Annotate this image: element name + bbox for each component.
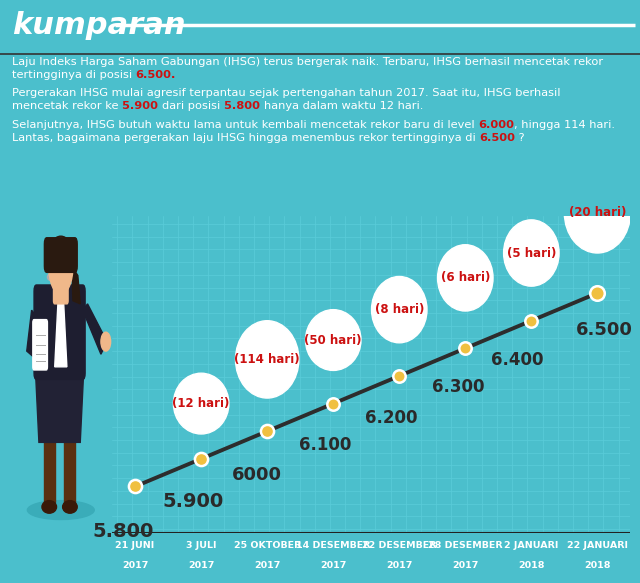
Ellipse shape	[49, 238, 73, 294]
Text: 6.500: 6.500	[575, 321, 632, 339]
Text: 2017: 2017	[122, 561, 148, 570]
Polygon shape	[65, 442, 76, 502]
Text: 21 JUNI: 21 JUNI	[115, 541, 155, 550]
Text: 14 DESEMBER: 14 DESEMBER	[296, 541, 371, 550]
Ellipse shape	[372, 276, 427, 343]
Ellipse shape	[173, 373, 229, 434]
Text: 5.900: 5.900	[163, 492, 224, 511]
Text: 5.800: 5.800	[93, 522, 154, 542]
Ellipse shape	[69, 274, 74, 280]
Text: 28 DESEMBER: 28 DESEMBER	[428, 541, 502, 550]
Text: 6.400: 6.400	[491, 350, 543, 368]
Text: (12 hari): (12 hari)	[172, 397, 230, 410]
Text: Lantas, bagaimana pergerakan laju IHSG hingga menembus rekor tertingginya di: Lantas, bagaimana pergerakan laju IHSG h…	[12, 133, 479, 143]
Polygon shape	[44, 442, 55, 502]
Text: 2017: 2017	[320, 561, 346, 570]
Text: (8 hari): (8 hari)	[374, 303, 424, 316]
Text: (6 hari): (6 hari)	[440, 271, 490, 285]
Text: 6.500: 6.500	[479, 133, 515, 143]
Text: 2018: 2018	[584, 561, 611, 570]
Point	[130, 482, 140, 491]
Ellipse shape	[63, 501, 77, 513]
Text: 22 JANUARI: 22 JANUARI	[567, 541, 628, 550]
Text: mencetak rekor ke: mencetak rekor ke	[12, 101, 122, 111]
Text: 6.000: 6.000	[478, 120, 515, 130]
Ellipse shape	[48, 236, 74, 277]
Text: 5.900: 5.900	[122, 101, 162, 111]
Text: Pergerakan IHSG mulai agresif terpantau sejak pertengahan tahun 2017. Saat itu, : Pergerakan IHSG mulai agresif terpantau …	[12, 88, 561, 98]
Text: 6.300: 6.300	[433, 378, 485, 396]
Text: 2017: 2017	[452, 561, 479, 570]
Polygon shape	[72, 266, 80, 304]
Ellipse shape	[42, 501, 56, 513]
Text: 5.800: 5.800	[224, 101, 264, 111]
Text: 2017: 2017	[386, 561, 412, 570]
Text: 2017: 2017	[188, 561, 214, 570]
Ellipse shape	[52, 266, 55, 272]
Polygon shape	[55, 294, 67, 367]
Point	[526, 316, 536, 325]
Text: 6.500.: 6.500.	[136, 70, 176, 80]
Text: 2018: 2018	[518, 561, 545, 570]
Text: 2017: 2017	[254, 561, 280, 570]
FancyBboxPatch shape	[34, 285, 85, 380]
Point	[262, 427, 272, 436]
Polygon shape	[83, 304, 107, 354]
FancyBboxPatch shape	[54, 276, 68, 304]
Text: (114 hari): (114 hari)	[234, 353, 300, 366]
Polygon shape	[35, 367, 84, 442]
Text: 25 OKTOBER: 25 OKTOBER	[234, 541, 301, 550]
Text: kumparan: kumparan	[12, 10, 186, 40]
Ellipse shape	[67, 266, 70, 272]
Text: Selanjutnya, IHSG butuh waktu lama untuk kembali mencetak rekor baru di level: Selanjutnya, IHSG butuh waktu lama untuk…	[12, 120, 478, 130]
Point	[460, 343, 470, 353]
Text: 3 JULI: 3 JULI	[186, 541, 216, 550]
Text: 6.200: 6.200	[365, 409, 417, 427]
Point	[394, 371, 404, 381]
Polygon shape	[27, 310, 36, 357]
Ellipse shape	[47, 274, 52, 280]
Text: 6000: 6000	[232, 466, 282, 484]
Text: dari posisi: dari posisi	[162, 101, 224, 111]
Text: 2 JANUARI: 2 JANUARI	[504, 541, 559, 550]
Text: hanya dalam waktu 12 hari.: hanya dalam waktu 12 hari.	[264, 101, 424, 111]
Text: (5 hari): (5 hari)	[507, 247, 556, 259]
Text: , hingga 114 hari.: , hingga 114 hari.	[515, 120, 615, 130]
Ellipse shape	[438, 245, 493, 311]
Ellipse shape	[564, 173, 630, 253]
Text: 6.100: 6.100	[299, 436, 351, 454]
Text: 22 DESEMBER: 22 DESEMBER	[362, 541, 436, 550]
Text: ?: ?	[515, 133, 525, 143]
Text: tertingginya di posisi: tertingginya di posisi	[12, 70, 136, 80]
Ellipse shape	[236, 321, 299, 398]
FancyBboxPatch shape	[33, 319, 47, 370]
Text: (20 hari): (20 hari)	[569, 206, 626, 219]
Text: (50 hari): (50 hari)	[305, 333, 362, 346]
Point	[196, 454, 206, 463]
Ellipse shape	[504, 220, 559, 286]
Ellipse shape	[305, 310, 361, 370]
Ellipse shape	[28, 501, 94, 519]
Text: Laju Indeks Harga Saham Gabungan (IHSG) terus bergerak naik. Terbaru, IHSG berha: Laju Indeks Harga Saham Gabungan (IHSG) …	[12, 57, 603, 68]
Point	[328, 399, 339, 408]
FancyBboxPatch shape	[44, 238, 77, 272]
Point	[592, 289, 602, 298]
Ellipse shape	[101, 332, 111, 351]
